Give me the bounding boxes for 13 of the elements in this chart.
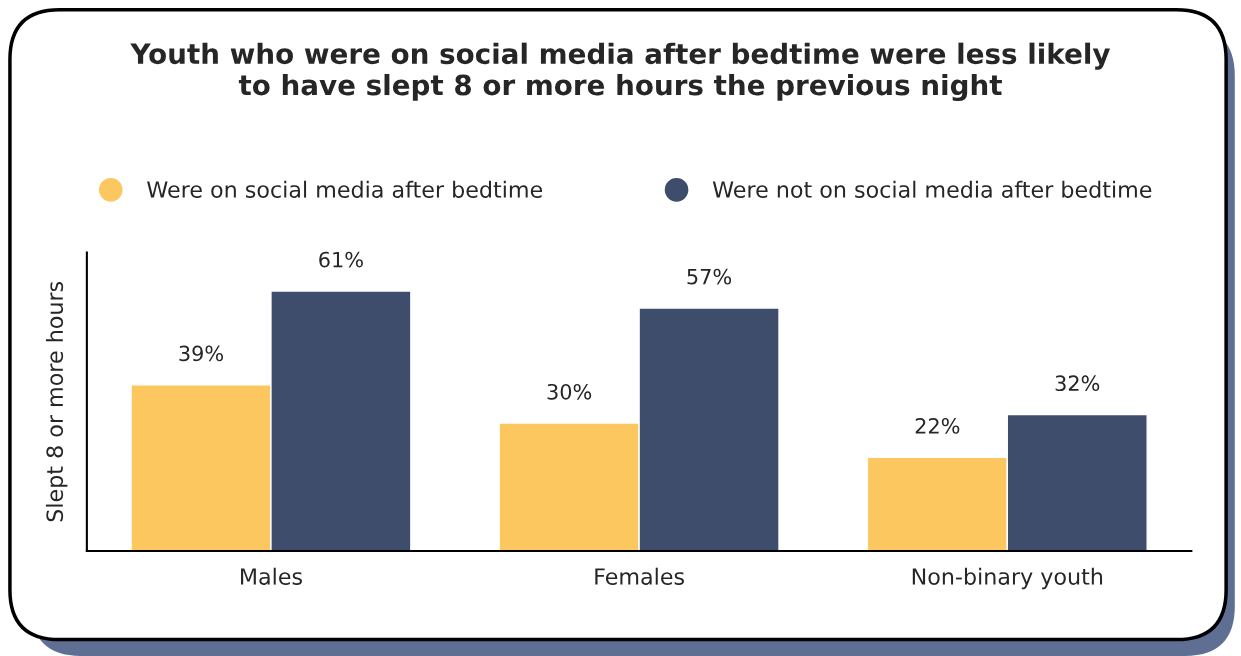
- data-label: 39%: [179, 345, 223, 362]
- legend-label: Were not on social media after bedtime: [712, 180, 1152, 198]
- chart-title: Youth who were on social media after bedtime were less likely to have slept 8 or more hours the previous night: [130, 42, 1110, 102]
- y-axis-title: Slept 8 or more hours: [45, 281, 68, 522]
- x-tick-label: Males: [241, 567, 302, 585]
- data-label: 32%: [1055, 375, 1100, 392]
- data-label: 57%: [687, 268, 732, 285]
- data-label: 61%: [319, 251, 363, 268]
- data-label: 30%: [547, 383, 592, 400]
- x-tick-label: Females: [595, 567, 684, 585]
- x-tick-label: Non-binary youth: [912, 567, 1103, 590]
- legend-label: Were on social media after bedtime: [147, 180, 543, 198]
- data-label: 22%: [915, 417, 960, 434]
